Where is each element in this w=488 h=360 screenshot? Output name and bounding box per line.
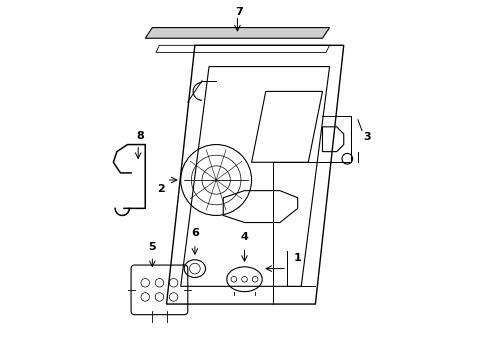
Text: 6: 6 [190,228,199,238]
Text: 7: 7 [235,6,243,17]
Text: 8: 8 [136,131,143,141]
Text: 5: 5 [148,242,156,252]
Polygon shape [145,28,329,38]
Text: 3: 3 [362,132,370,143]
Text: 4: 4 [240,232,248,242]
Text: 1: 1 [293,253,301,263]
Text: 2: 2 [157,184,165,194]
